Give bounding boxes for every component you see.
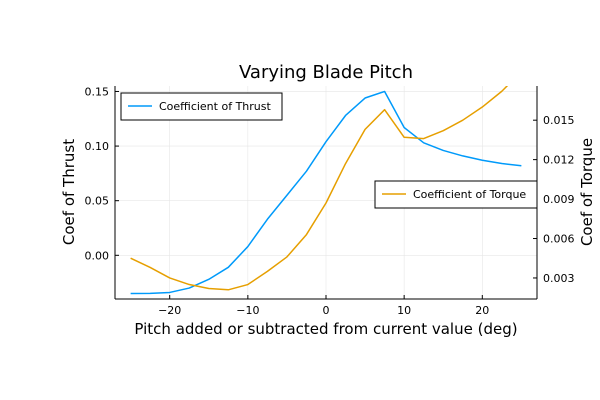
- y2-tick-label: 0.012: [543, 154, 575, 167]
- y2-tick-label: 0.006: [543, 233, 575, 246]
- y-axis-title: Coef of Thrust: [60, 139, 78, 245]
- y2-tick-label: 0.009: [543, 193, 575, 206]
- y2-tick-label: 0.003: [543, 272, 575, 285]
- y2-axis-title: Coef of Torque: [578, 138, 596, 246]
- legend-torque-label: Coefficient of Torque: [413, 188, 526, 201]
- x-tick-label: 10: [397, 304, 411, 317]
- y-tick-label: 0.05: [85, 195, 110, 208]
- series-lines: [130, 86, 522, 295]
- x-axis-title: Pitch added or subtracted from current v…: [134, 320, 517, 338]
- legend-torque: Coefficient of Torque: [374, 180, 538, 209]
- legend-thrust: Coefficient of Thrust: [120, 92, 283, 121]
- x-tick-label: −20: [158, 304, 181, 317]
- ticks: −20 −10 0 10 20 0.00 0.05 0.10 0.15 0.003 0.006 0.0…: [85, 85, 575, 317]
- x-tick-label: 0: [323, 304, 330, 317]
- y-tick-label: 0.00: [85, 249, 110, 262]
- legend-thrust-label: Coefficient of Thrust: [159, 100, 271, 113]
- y-tick-label: 0.10: [85, 140, 110, 153]
- y-tick-label: 0.15: [85, 85, 110, 98]
- x-tick-label: 20: [475, 304, 489, 317]
- x-tick-label: −10: [236, 304, 259, 317]
- y2-tick-label: 0.015: [543, 114, 575, 127]
- series-line-torque: [130, 86, 509, 291]
- chart-title: Varying Blade Pitch: [239, 62, 413, 83]
